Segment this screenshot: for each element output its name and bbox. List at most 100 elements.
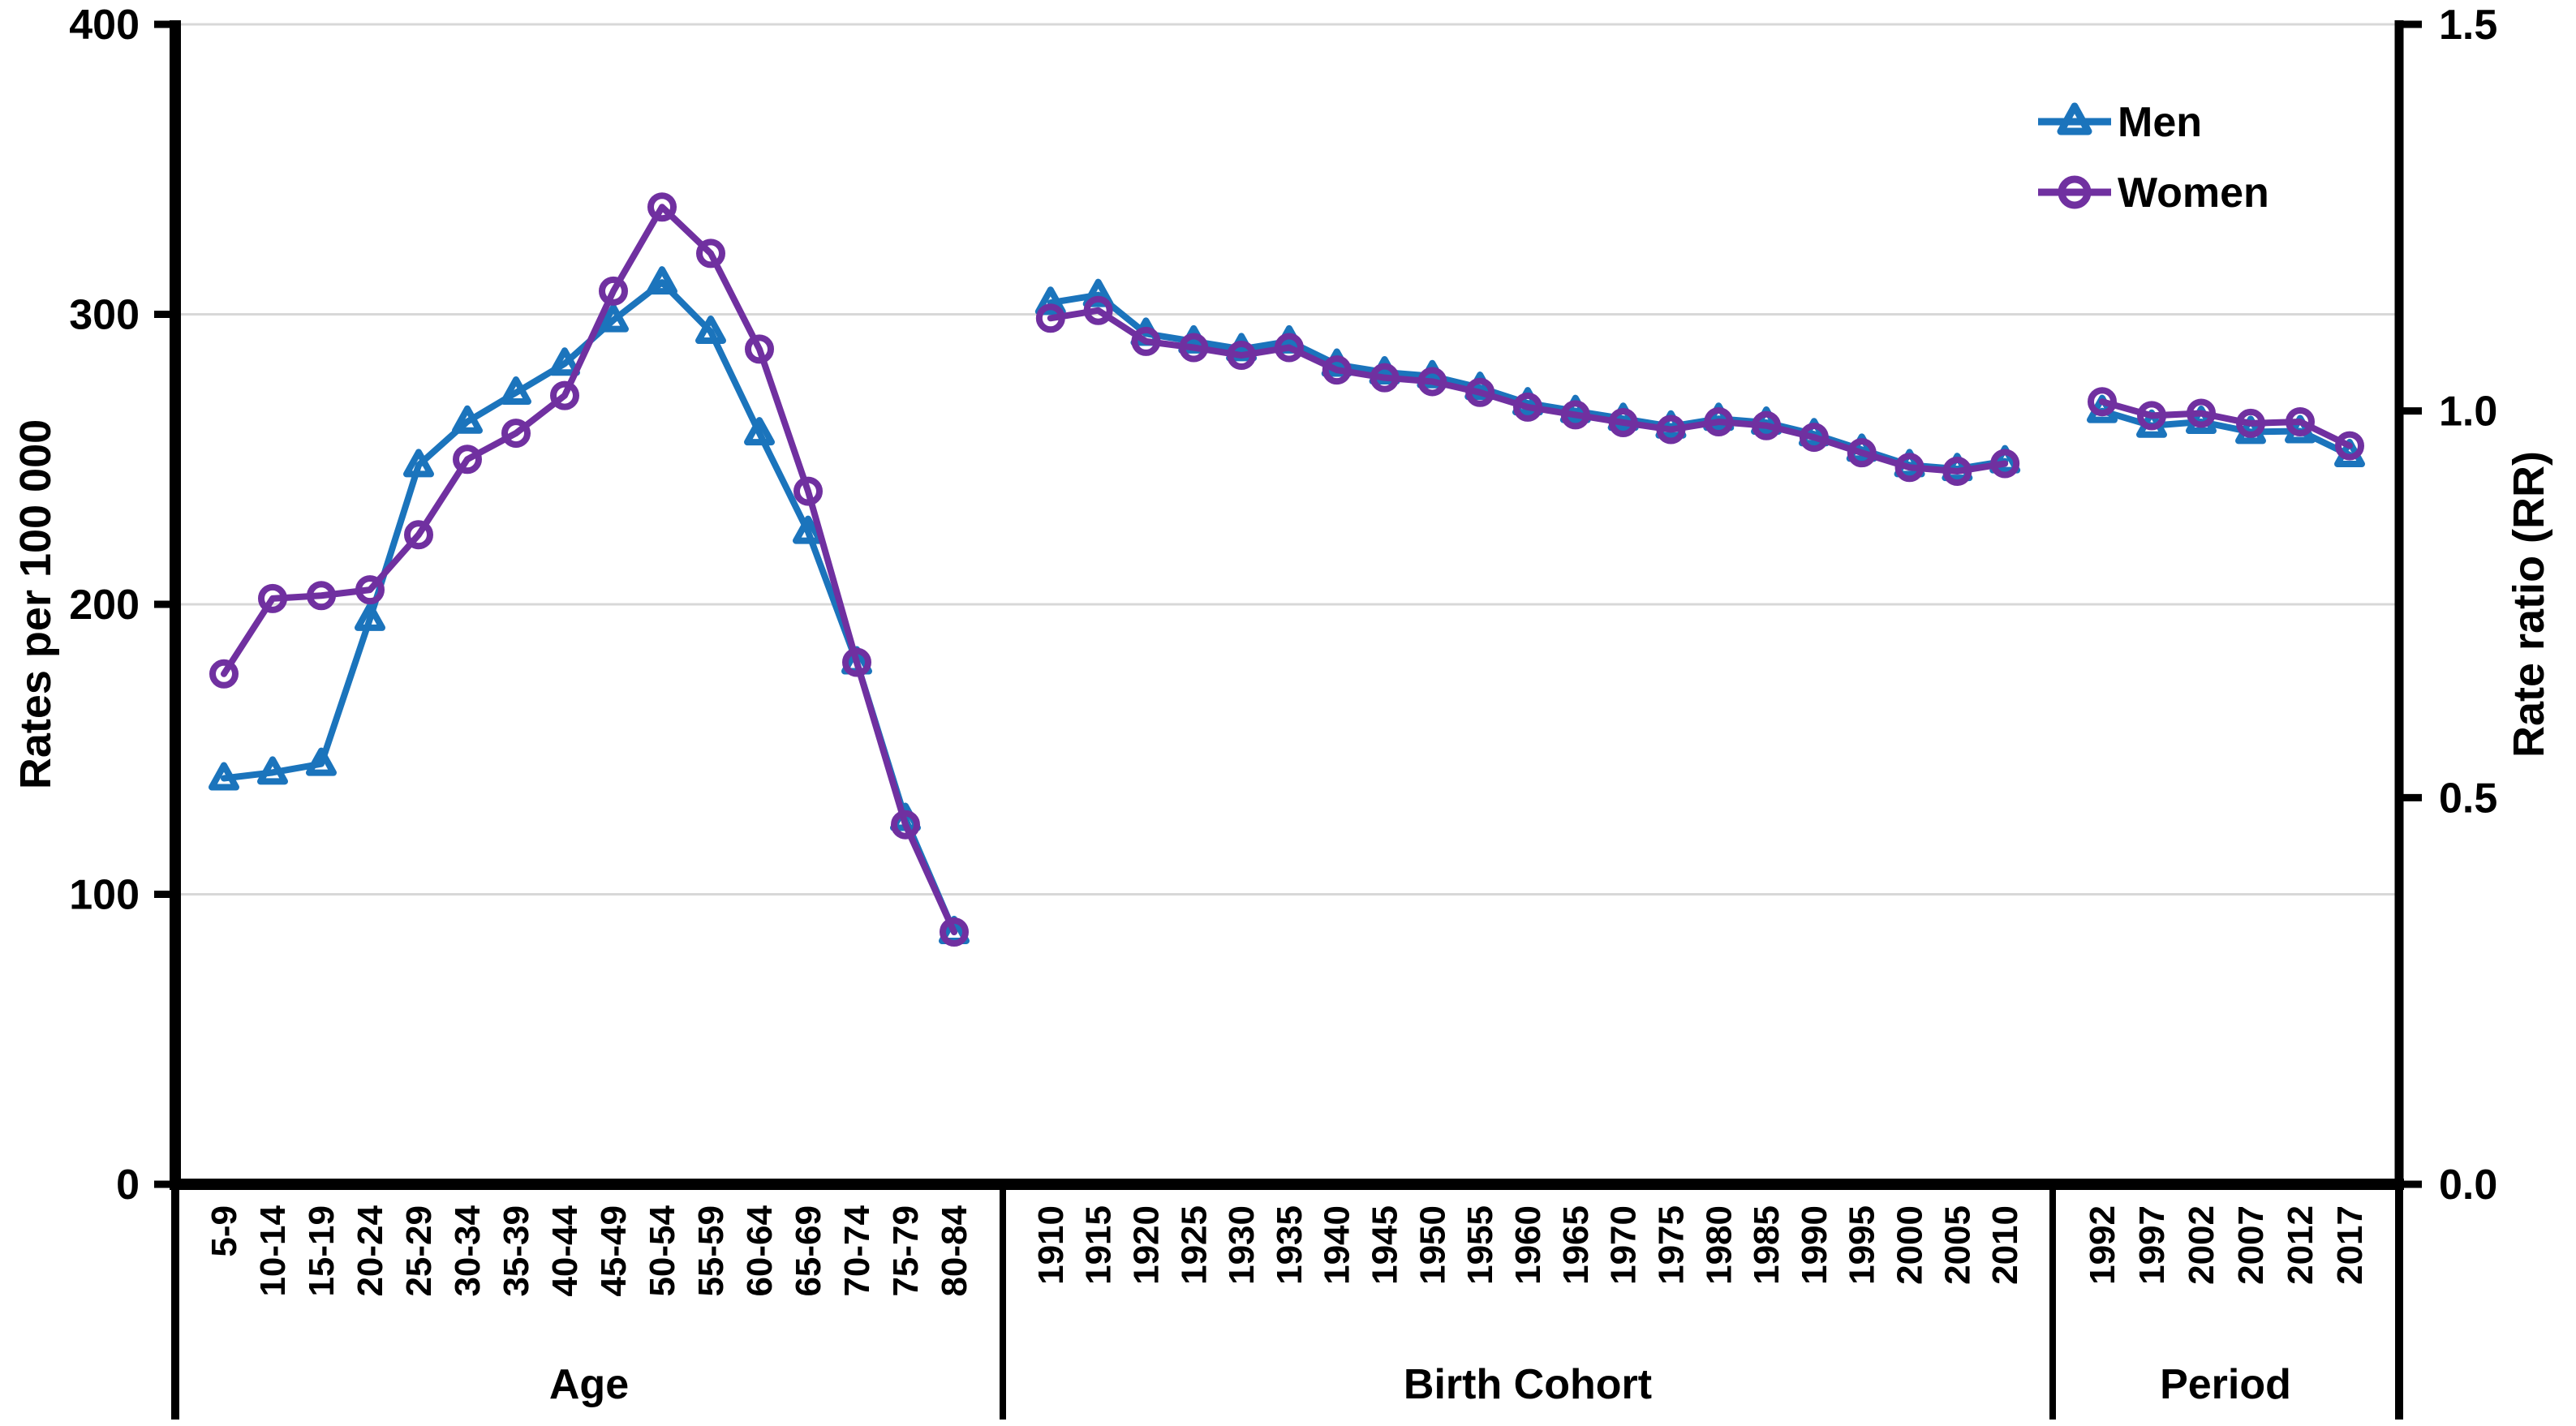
x-tick-label: 5-9 [204,1205,244,1257]
data-point-marker-women [1847,438,1877,468]
x-tick-label: 1997 [2132,1205,2172,1285]
data-point-marker-men [452,405,483,434]
data-point-marker-men [1034,286,1066,316]
data-point-marker-men [1798,418,1830,447]
y-left-tick-label: 0 [116,1162,140,1209]
panel-title-age: Age [549,1361,629,1408]
x-tick-label: 2010 [1985,1205,2025,1285]
data-point-marker-men [306,747,337,776]
data-point-marker-men [1751,406,1783,435]
data-point-marker-men [598,303,629,333]
data-point-marker-women [2286,407,2315,437]
x-tick-label: 60-64 [740,1205,780,1296]
data-point-marker-women [1083,295,1113,325]
data-point-marker-men [257,756,288,785]
data-point-marker-women [1370,363,1400,393]
panel-title-period: Period [2160,1361,2291,1408]
y-right-tick-label: 1.0 [2439,389,2497,436]
axes [154,20,2422,1420]
x-tick-label: 1995 [1843,1205,1882,1285]
y-left-axis-title: Rates per 100 000 [11,419,60,789]
x-tick-label: 1985 [1747,1205,1787,1285]
y-right-axis-title: Rate ratio (RR) [2505,451,2553,758]
x-tick-label: 2000 [1890,1205,1930,1285]
x-tick-label: 1910 [1031,1205,1071,1285]
x-tick-label: 15-19 [302,1205,342,1297]
data-point-marker-women [793,476,823,506]
x-tick-label: 1970 [1604,1205,1644,1285]
x-tick-label: 80-84 [935,1205,974,1296]
data-point-marker-men [1082,278,1114,307]
data-point-marker-women [2236,408,2265,438]
data-point-marker-women [258,583,287,613]
data-point-marker-men [647,266,677,295]
data-point-marker-women [307,581,336,611]
data-point-marker-women [1799,423,1829,453]
data-point-marker-men [695,315,726,344]
panel-title-birth-cohort: Birth Cohort [1404,1361,1652,1408]
data-point-marker-women [599,276,628,306]
y-left-tick-label: 200 [69,582,140,629]
data-point-marker-women [1274,333,1304,363]
x-tick-label: 1965 [1556,1205,1596,1285]
x-tick-label: 30-34 [448,1205,488,1296]
data-point-marker-women [1417,367,1447,397]
data-point-marker-women [2335,431,2364,461]
data-point-marker-women [501,419,531,449]
data-point-marker-men [549,347,580,376]
x-tick-label: 70-74 [837,1205,877,1296]
legend-label-men: Men [2118,99,2202,146]
x-tick-label: 45-49 [594,1205,634,1297]
y-left-tick-label: 100 [69,872,140,919]
data-point-marker-women [2187,398,2216,428]
data-point-marker-men [209,762,239,791]
data-point-marker-women [842,647,871,677]
data-point-marker-women [404,520,433,550]
legend-item-women: Women [2038,170,2269,217]
x-tick-label: 2002 [2182,1205,2221,1285]
x-tick-label: 1975 [1651,1205,1691,1285]
x-tick-label: 1920 [1126,1205,1166,1285]
x-tick-label: 1915 [1079,1205,1119,1285]
data-point-marker-women [1179,333,1209,363]
data-point-marker-men [793,515,824,544]
series-line-men [221,279,957,935]
x-tick-label: 2012 [2281,1205,2320,1285]
x-tick-label: 10-14 [253,1205,293,1296]
y-right-tick-label: 0.0 [2439,1162,2497,1209]
x-tick-label: 20-24 [350,1205,390,1296]
x-tick-label: 2005 [1937,1205,1977,1285]
data-point-marker-women [1752,410,1782,440]
data-point-marker-women [1465,377,1495,407]
data-point-marker-women [550,380,579,410]
y-tick-labels: 0 100 200 300 400 0.0 0.5 1.0 1.5 [69,2,2497,1209]
series-line-women [221,204,957,935]
data-point-marker-women [696,238,725,268]
legend-label-women: Women [2118,170,2269,217]
x-tick-label: 2007 [2231,1205,2271,1285]
x-tick-label: 75-79 [886,1205,926,1297]
x-tick-label: 1925 [1174,1205,1214,1285]
data-point-marker-women [647,192,677,222]
data-series [209,192,2365,947]
legend: Men Women [2038,99,2269,217]
x-tick-label: 25-29 [399,1205,439,1297]
x-tick-label: 65-69 [789,1205,828,1297]
data-point-marker-women [1227,341,1257,371]
data-point-marker-men [403,449,434,478]
data-point-marker-women [1990,449,2020,479]
series-line-women [1047,307,2009,475]
x-tick-label: 2017 [2330,1205,2370,1285]
data-point-marker-women [1704,407,1734,437]
women-circle-marker-icon [2058,175,2092,209]
data-point-marker-men [1989,445,2021,474]
men-triangle-marker-icon [2057,102,2092,135]
x-tick-label: 1990 [1795,1205,1834,1285]
data-point-marker-men [1942,453,1973,482]
legend-item-men: Men [2038,99,2202,146]
data-point-marker-men [501,376,531,406]
x-tick-label: 55-59 [691,1205,731,1297]
y-left-tick-label: 400 [69,2,140,49]
x-tick-label: 1955 [1460,1205,1500,1285]
